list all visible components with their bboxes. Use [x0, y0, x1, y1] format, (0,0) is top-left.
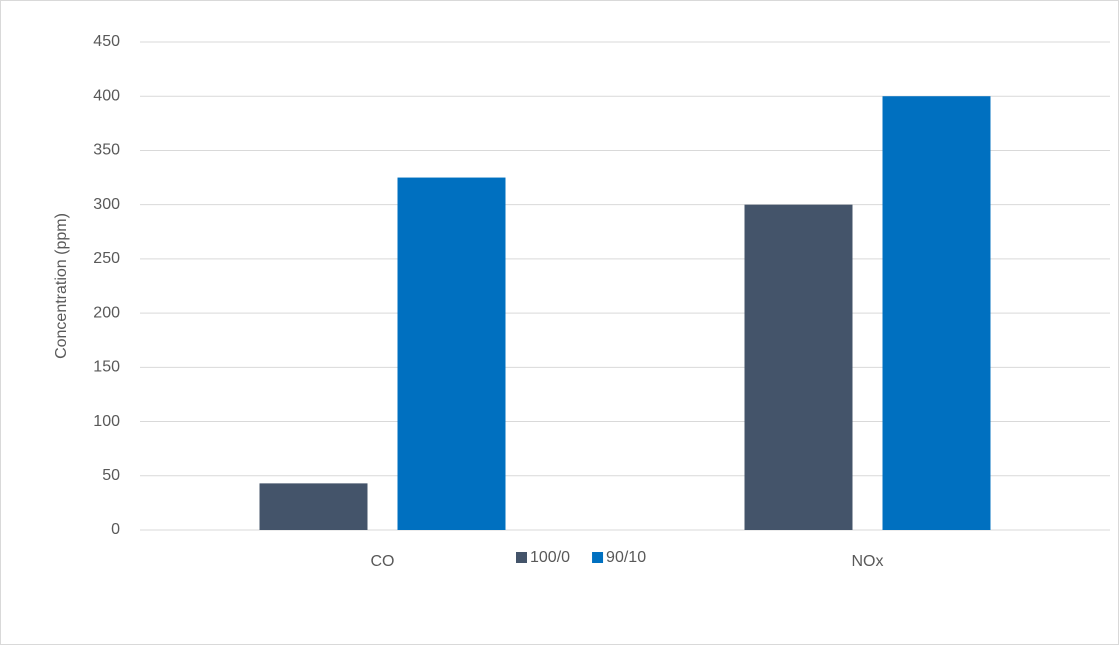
y-tick-label: 450 [93, 33, 120, 50]
bar [397, 177, 506, 531]
legend-label: 90/10 [606, 549, 646, 566]
bar [259, 483, 368, 530]
y-tick-label: 250 [93, 250, 120, 267]
bar [882, 96, 991, 530]
x-tick-label: NOx [852, 553, 884, 570]
y-tick-label: 100 [93, 413, 120, 430]
legend-label: 100/0 [530, 549, 570, 566]
y-tick-label: 0 [111, 521, 120, 538]
y-tick-label: 200 [93, 304, 120, 321]
x-tick-label: CO [371, 553, 395, 570]
y-axis-label: Concentration (ppm) [53, 213, 70, 359]
y-tick-label: 150 [93, 359, 120, 376]
y-tick-label: 400 [93, 87, 120, 104]
y-tick-label: 50 [102, 467, 120, 484]
y-tick-label: 350 [93, 142, 120, 159]
legend-swatch [516, 552, 527, 563]
y-tick-label: 300 [93, 196, 120, 213]
bar [744, 204, 853, 530]
legend-swatch [592, 552, 604, 563]
